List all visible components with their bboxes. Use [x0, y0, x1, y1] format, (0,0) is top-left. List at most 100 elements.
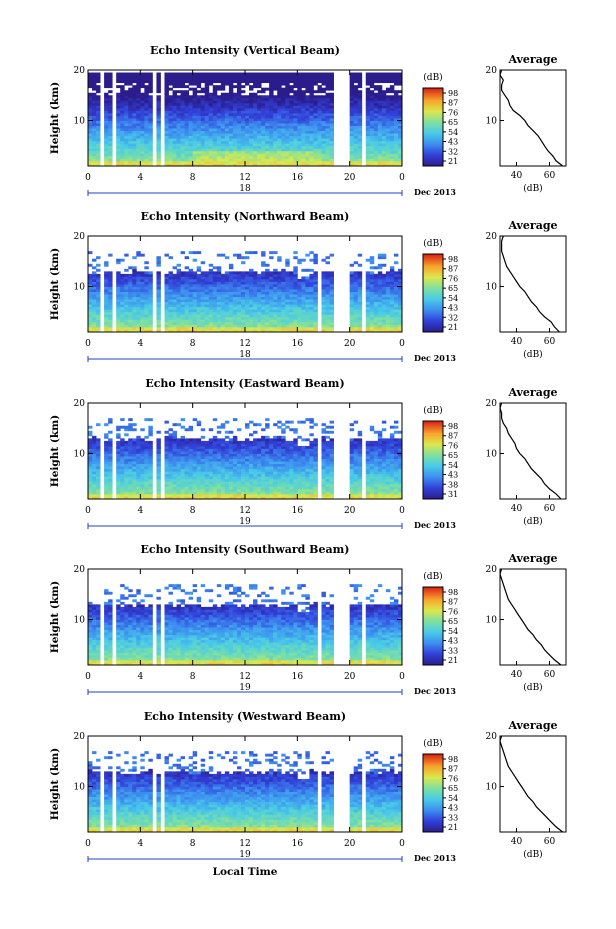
- heatmap-cell: [132, 296, 137, 300]
- heatmap-cell: [369, 148, 375, 152]
- heatmap-cell: [236, 107, 242, 111]
- heatmap-cell: [212, 92, 218, 96]
- heatmap-cell: [176, 72, 181, 76]
- heatmap-cell: [249, 107, 254, 111]
- heatmap-cell: [261, 261, 266, 265]
- heatmap-cell: [317, 125, 322, 129]
- heatmap-cell: [261, 115, 266, 119]
- heatmap-cell: [389, 158, 395, 162]
- heatmap-cell: [180, 301, 186, 305]
- heatmap-cell: [156, 118, 161, 121]
- heatmap-cell: [245, 296, 250, 300]
- heatmap-cell: [108, 478, 113, 482]
- heatmap-cell: [88, 155, 93, 159]
- heatmap-cell: [321, 158, 326, 162]
- heatmap-cell: [192, 456, 198, 459]
- heatmap-cell: [172, 481, 177, 485]
- heatmap-cell: [245, 309, 250, 313]
- heatmap-cell: [249, 324, 254, 328]
- heatmap-cell: [140, 115, 145, 119]
- heatmap-cell: [92, 438, 97, 442]
- heatmap-cell: [132, 150, 137, 154]
- heatmap-cell: [88, 138, 93, 142]
- heatmap-cell: [196, 128, 202, 132]
- heatmap-cell: [285, 278, 290, 282]
- average-title: Average: [507, 219, 557, 232]
- heatmap-cell: [293, 72, 298, 76]
- heatmap-cell: [265, 158, 270, 162]
- heatmap-cell: [200, 306, 206, 310]
- heatmap-cell: [232, 140, 238, 144]
- heatmap-cell: [196, 309, 202, 313]
- heatmap-cell: [176, 112, 181, 116]
- heatmap-cell: [144, 299, 149, 303]
- heatmap-cell: [377, 148, 383, 152]
- heatmap-cell: [128, 458, 133, 462]
- heatmap-cell: [192, 301, 198, 305]
- heatmap-cell: [236, 304, 242, 308]
- heatmap-cell: [240, 123, 246, 126]
- heatmap-cell: [397, 125, 403, 129]
- heatmap-cell: [124, 160, 129, 164]
- heatmap-cell: [196, 286, 202, 290]
- heatmap-cell: [192, 306, 198, 310]
- heatmap-cell: [104, 135, 109, 139]
- heatmap-cell: [128, 82, 133, 86]
- heatmap-cell: [148, 478, 153, 482]
- heatmap-cell: [293, 319, 298, 323]
- heatmap-cell: [220, 125, 226, 129]
- heatmap-cell: [132, 102, 137, 106]
- heatmap-cell: [172, 471, 177, 475]
- heatmap-cell: [377, 90, 383, 94]
- heatmap-cell: [381, 321, 387, 325]
- heatmap-cell: [277, 306, 282, 310]
- heatmap-cell: [269, 306, 274, 310]
- heatmap-cell: [297, 110, 302, 114]
- heatmap-cell: [184, 443, 190, 447]
- average-profile-line: [501, 235, 560, 333]
- heatmap-cell: [377, 273, 383, 277]
- heatmap-cell: [144, 445, 149, 449]
- heatmap-cell: [397, 276, 403, 280]
- heatmap-cells: [88, 72, 403, 167]
- heatmap-cell: [136, 466, 141, 470]
- heatmap-cell: [196, 311, 202, 315]
- heatmap-cell: [393, 107, 399, 111]
- heatmap-cell: [349, 294, 355, 298]
- heatmap-cell: [349, 296, 355, 300]
- heatmap-cell: [329, 87, 334, 91]
- heatmap-cell: [124, 125, 129, 129]
- heatmap-cell: [140, 150, 145, 154]
- heatmap-cell: [204, 493, 210, 497]
- heatmap-cell: [357, 107, 363, 111]
- heatmap-cell: [148, 448, 153, 452]
- heatmap-cell: [305, 148, 310, 152]
- heatmap-cell: [329, 321, 334, 325]
- heatmap-cell: [168, 77, 173, 81]
- heatmap-cell: [116, 75, 121, 78]
- heatmap-cell: [124, 138, 129, 142]
- heatmap-cell: [200, 458, 206, 462]
- heatmap-cell: [200, 87, 206, 91]
- heatmap-cell: [104, 158, 109, 162]
- heatmap-cell: [172, 278, 177, 282]
- heatmap-cell: [168, 438, 173, 442]
- heatmap-cell: [180, 281, 186, 285]
- heatmap-cell: [381, 80, 387, 84]
- heatmap-cell: [269, 115, 274, 119]
- heatmap-cell: [389, 281, 395, 285]
- heatmap-cell: [257, 309, 262, 313]
- heatmap-cell: [184, 291, 190, 295]
- heatmap-cell: [184, 316, 190, 320]
- heatmap-cell: [357, 263, 363, 267]
- heatmap-cell: [208, 110, 214, 114]
- heatmap-cell: [208, 158, 214, 162]
- heatmap-cell: [132, 271, 137, 275]
- heatmap-cell: [232, 304, 238, 308]
- heatmap-cell: [249, 97, 254, 101]
- heatmap-cell: [357, 130, 363, 134]
- heatmap-cell: [192, 296, 198, 300]
- heatmap-cell: [397, 311, 403, 315]
- heatmap-cell: [377, 306, 383, 310]
- heatmap-cell: [120, 90, 125, 94]
